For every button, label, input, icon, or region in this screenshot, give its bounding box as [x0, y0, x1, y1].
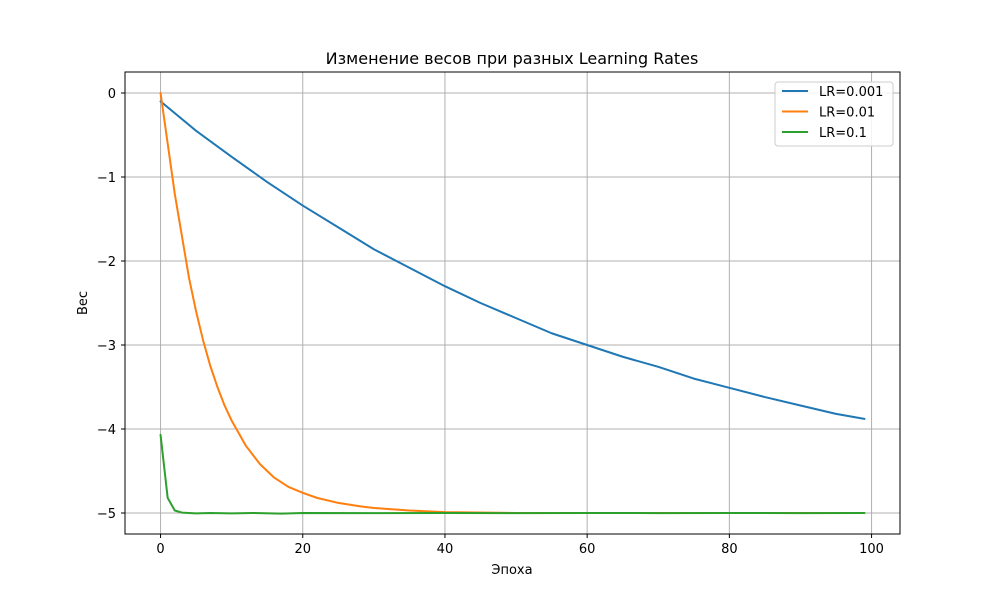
- y-tick-label: −4: [97, 423, 116, 438]
- x-tick-label: 0: [156, 542, 164, 557]
- x-tick-label: 80: [721, 542, 738, 557]
- series-layer: [159, 92, 866, 515]
- x-tick-label: 60: [579, 542, 596, 557]
- y-tick-label: −3: [97, 339, 116, 354]
- series-line-1: [159, 100, 866, 420]
- legend-label: LR=0.001: [819, 85, 883, 100]
- legend-box: [774, 81, 894, 147]
- legend-label: LR=0.1: [819, 126, 867, 141]
- x-tick-label: 20: [294, 542, 311, 557]
- grid-layer: [125, 72, 900, 534]
- legend-label: LR=0.01: [819, 106, 875, 121]
- tick-layer: 0 20 40 60 80 100 0 −1 −2 −3 −4 −5: [97, 87, 884, 557]
- series-line-3: [159, 433, 866, 515]
- y-tick-label: −5: [97, 507, 116, 522]
- chart-title: Изменение весов при разных Learning Rate…: [326, 49, 699, 68]
- y-axis-label: Вес: [76, 291, 91, 315]
- y-tick-label: 0: [108, 87, 116, 102]
- x-tick-label: 40: [437, 542, 454, 557]
- legend-items: LR=0.001 LR=0.01 LR=0.1: [782, 85, 883, 141]
- y-tick-label: −2: [97, 255, 116, 270]
- plot-frame: [124, 71, 901, 535]
- x-tick-label: 100: [859, 542, 884, 557]
- legend: LR=0.001 LR=0.01 LR=0.1: [774, 81, 894, 147]
- x-axis-label: Эпоха: [491, 563, 532, 578]
- y-tick-label: −1: [97, 171, 116, 186]
